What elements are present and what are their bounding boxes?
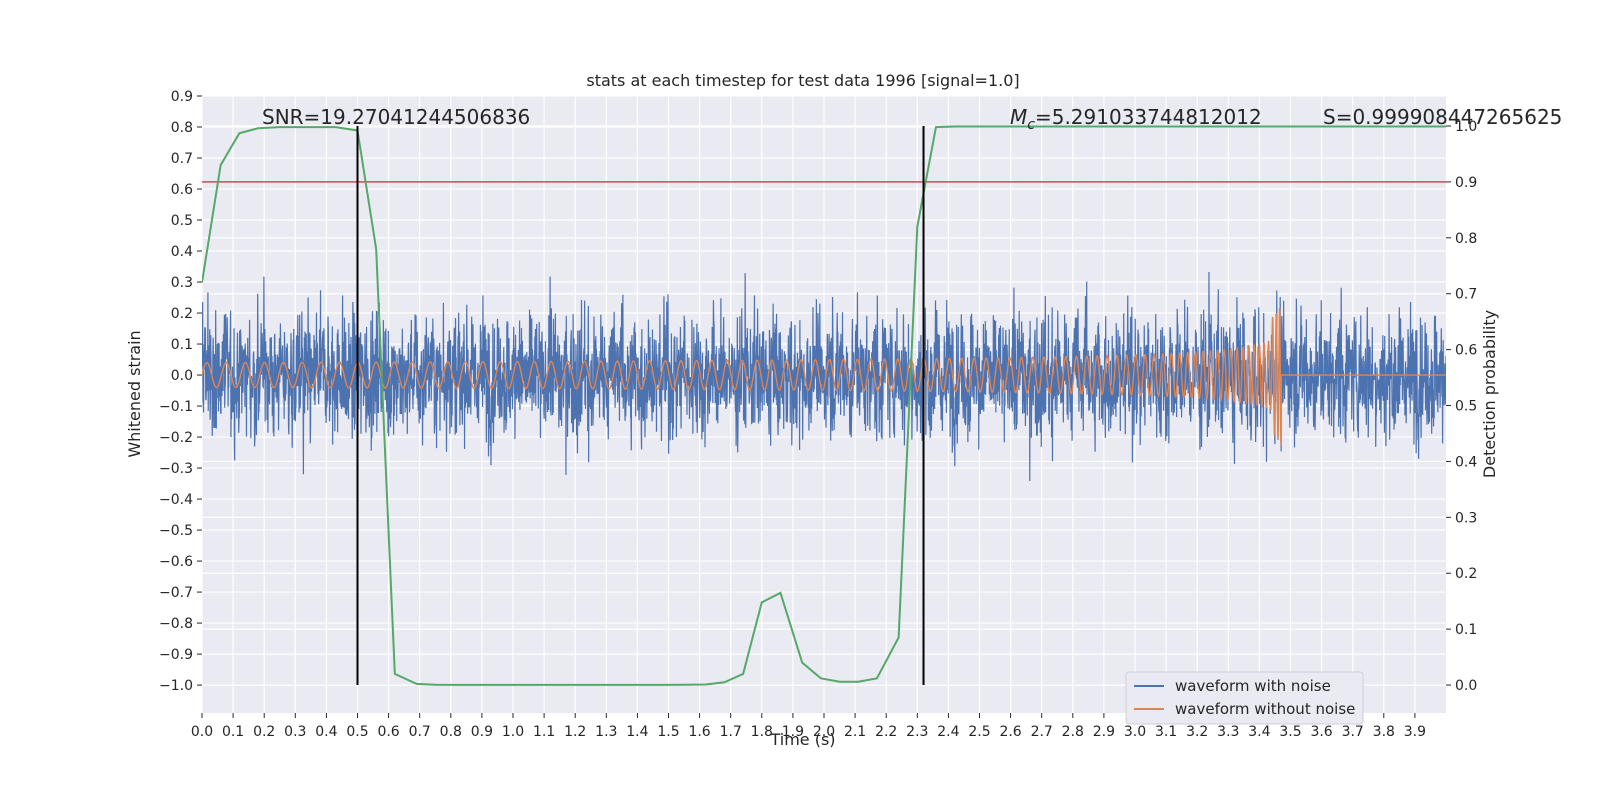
x-tick-label: 3.6 bbox=[1310, 724, 1332, 740]
x-tick-label: 0.7 bbox=[409, 724, 431, 740]
y-axis-label: Whitened strain bbox=[125, 330, 144, 457]
x-tick-label: 0.8 bbox=[440, 724, 462, 740]
x-tick-label: 0.6 bbox=[377, 724, 399, 740]
chirp-mass-symbol: M bbox=[1010, 105, 1027, 129]
x-tick-label: 3.0 bbox=[1124, 724, 1146, 740]
x-tick-label: 2.3 bbox=[906, 724, 928, 740]
y-tick-label: −0.4 bbox=[159, 492, 193, 508]
y2-axis-label: Detection probability bbox=[1480, 310, 1499, 478]
x-tick-label: 0.5 bbox=[346, 724, 368, 740]
x-tick-label: 1.1 bbox=[533, 724, 555, 740]
chart-title: stats at each timestep for test data 199… bbox=[586, 71, 1019, 90]
y-tick-label: −0.6 bbox=[159, 554, 193, 570]
legend: waveform with noise waveform without noi… bbox=[1125, 671, 1364, 725]
y-tick-label: 0.5 bbox=[171, 213, 193, 229]
x-tick-label: 1.0 bbox=[502, 724, 524, 740]
y2-tick-label: 0.2 bbox=[1455, 566, 1477, 582]
y-tick-label: 0.3 bbox=[171, 275, 193, 291]
y-tick-label: −0.7 bbox=[159, 585, 193, 601]
x-tick-label: 2.9 bbox=[1093, 724, 1115, 740]
x-tick-label: 0.9 bbox=[471, 724, 493, 740]
y-tick-label: −0.1 bbox=[159, 399, 193, 415]
y2-tick-label: 0.9 bbox=[1455, 175, 1477, 191]
x-tick-label: 0.2 bbox=[253, 724, 275, 740]
x-tick-label: 2.8 bbox=[1062, 724, 1084, 740]
y-tick-label: 0.9 bbox=[171, 89, 193, 105]
x-tick-label: 2.6 bbox=[999, 724, 1021, 740]
y2-tick-label: 0.5 bbox=[1455, 399, 1477, 415]
y-tick-label: −0.5 bbox=[159, 523, 193, 539]
y-tick-label: −0.2 bbox=[159, 430, 193, 446]
x-tick-label: 3.9 bbox=[1404, 724, 1426, 740]
x-tick-label: 0.1 bbox=[222, 724, 244, 740]
series-waveform-without-noise bbox=[202, 307, 1446, 446]
x-tick-label: 1.9 bbox=[782, 724, 804, 740]
legend-label-clean: waveform without noise bbox=[1175, 700, 1355, 718]
x-tick-label: 3.2 bbox=[1186, 724, 1208, 740]
x-tick-label: 1.3 bbox=[595, 724, 617, 740]
y2-tick-label: 0.4 bbox=[1455, 454, 1477, 470]
x-tick-label: 2.2 bbox=[875, 724, 897, 740]
x-tick-label: 1.8 bbox=[751, 724, 773, 740]
x-tick-label: 3.3 bbox=[1217, 724, 1239, 740]
y-tick-label: 0.2 bbox=[171, 306, 193, 322]
x-tick-label: 2.1 bbox=[844, 724, 866, 740]
x-tick-label: 1.6 bbox=[688, 724, 710, 740]
y-tick-label: −0.9 bbox=[159, 647, 193, 663]
x-tick-label: 1.4 bbox=[626, 724, 648, 740]
x-tick-label: 2.4 bbox=[937, 724, 959, 740]
chirp-mass-annotation: Mc=5.291033744812012 bbox=[1010, 105, 1262, 133]
x-tick-label: 0.3 bbox=[284, 724, 306, 740]
x-tick-label: 3.4 bbox=[1248, 724, 1270, 740]
plot-area bbox=[202, 125, 1446, 686]
y2-tick-label: 0.3 bbox=[1455, 510, 1477, 526]
x-tick-label: 2.5 bbox=[968, 724, 990, 740]
y-tick-label: 0.8 bbox=[171, 120, 193, 136]
x-tick-label: 2.7 bbox=[1031, 724, 1053, 740]
chirp-mass-value: =5.291033744812012 bbox=[1035, 105, 1262, 129]
legend-label-noise: waveform with noise bbox=[1175, 677, 1331, 695]
y2-tick-label: 1.0 bbox=[1455, 119, 1477, 135]
x-axis-label: Time (s) bbox=[769, 730, 835, 749]
snr-annotation: SNR=19.27041244506836 bbox=[262, 105, 530, 129]
x-tick-label: 2.0 bbox=[813, 724, 835, 740]
x-tick-label: 1.5 bbox=[657, 724, 679, 740]
y2-tick-label: 0.0 bbox=[1455, 678, 1477, 694]
x-tick-label: 3.1 bbox=[1155, 724, 1177, 740]
x-tick-label: 0.0 bbox=[191, 724, 213, 740]
y-tick-label: 0.0 bbox=[171, 368, 193, 384]
s-annotation: S=0.999908447265625 bbox=[1323, 105, 1562, 129]
y-tick-label: −0.8 bbox=[159, 616, 193, 632]
y-tick-label: −0.3 bbox=[159, 461, 193, 477]
y-tick-label: −1.0 bbox=[159, 678, 193, 694]
chirp-mass-subscript: c bbox=[1027, 117, 1035, 133]
y-tick-label: 0.1 bbox=[171, 337, 193, 353]
x-tick-label: 3.8 bbox=[1373, 724, 1395, 740]
x-tick-label: 0.4 bbox=[315, 724, 337, 740]
x-tick-label: 3.7 bbox=[1342, 724, 1364, 740]
y2-tick-label: 0.6 bbox=[1455, 343, 1477, 359]
y-tick-label: 0.6 bbox=[171, 182, 193, 198]
y2-tick-label: 0.1 bbox=[1455, 622, 1477, 638]
y2-tick-label: 0.8 bbox=[1455, 231, 1477, 247]
x-tick-label: 1.7 bbox=[720, 724, 742, 740]
x-tick-label: 1.2 bbox=[564, 724, 586, 740]
y-tick-label: 0.7 bbox=[171, 151, 193, 167]
x-tick-label: 3.5 bbox=[1279, 724, 1301, 740]
y2-tick-label: 0.7 bbox=[1455, 287, 1477, 303]
series-detection-probability bbox=[202, 125, 1446, 686]
axes: 0.0 0.1 0.2 0.3 0.4 0.5 0.6 0.7 0.8 0.9 1.0 1.1 1.2 1… bbox=[159, 89, 1477, 740]
y-tick-label: 0.4 bbox=[171, 244, 193, 260]
